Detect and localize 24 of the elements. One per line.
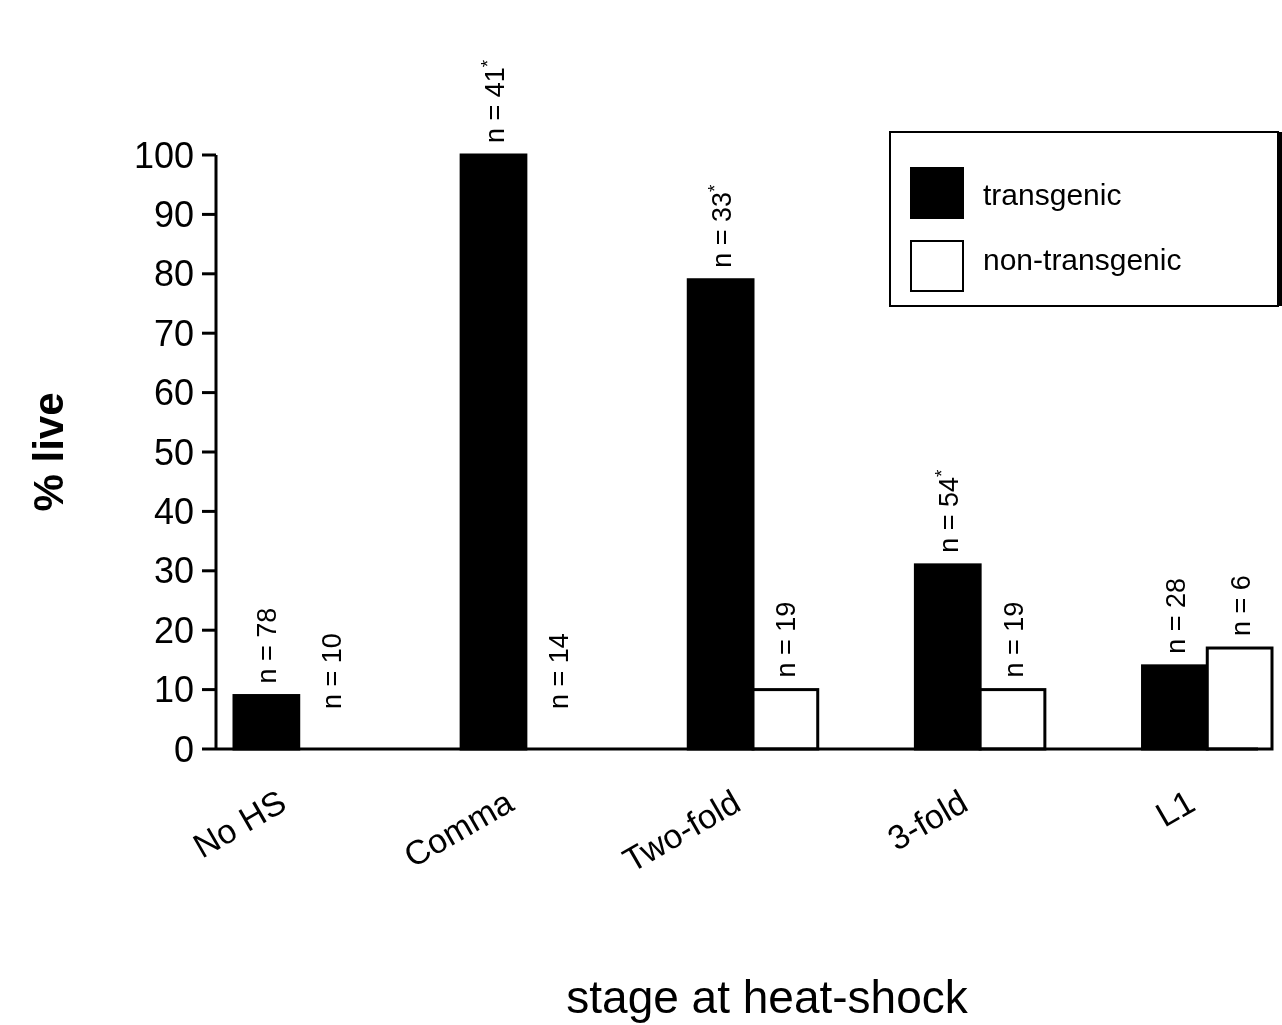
y-tick-label: 0 [173, 728, 194, 770]
y-tick-label: 10 [153, 669, 194, 711]
y-tick-label: 80 [153, 253, 194, 295]
annotation: n = 19 [771, 601, 802, 678]
annotation: n = 14 [544, 633, 575, 709]
annotation: n = 78 [252, 607, 283, 684]
y-tick-label: 40 [153, 491, 194, 532]
y-tick-label: 50 [153, 431, 194, 473]
legend-label: transgenic [983, 177, 1122, 211]
x-axis-title: stage at heat-shock [566, 971, 969, 1023]
legend-label: non-transgenic [983, 242, 1182, 276]
annotation: n = 19 [998, 601, 1029, 678]
y-tick-label: 70 [153, 312, 194, 354]
y-tick-label: 20 [153, 609, 194, 651]
annotation: n = 28 [1160, 578, 1191, 654]
annotation: n = 6 [1225, 575, 1256, 637]
y-tick-label: 90 [153, 194, 194, 235]
x-tick-label: L1 [1149, 782, 1201, 834]
y-axis-title: % live [25, 392, 72, 512]
y-tick-label: 60 [153, 372, 194, 414]
y-tick-label: 30 [153, 550, 194, 592]
y-tick-label: 100 [133, 134, 194, 176]
annotation: n = 10 [317, 633, 348, 709]
x-tick-label: No HS [186, 782, 293, 866]
